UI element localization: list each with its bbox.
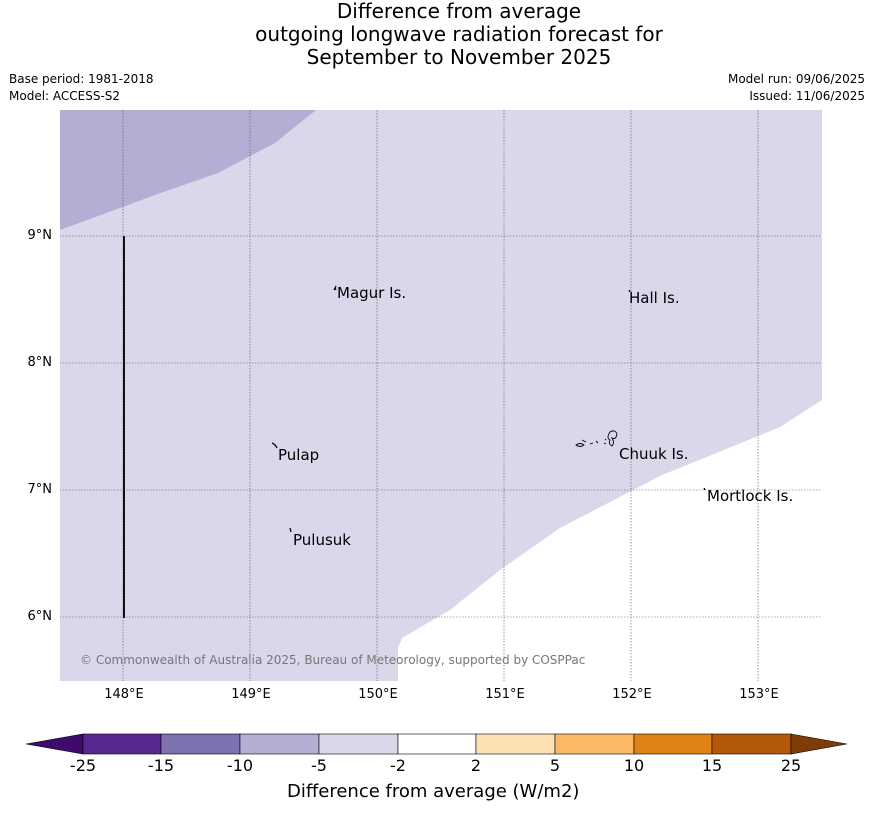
colorbar-arrow-high bbox=[790, 733, 848, 755]
base-period: Base period: 1981-2018 bbox=[9, 72, 154, 86]
lat-gridlines bbox=[60, 235, 822, 618]
place-label-mortlock: Mortlock Is. bbox=[707, 487, 794, 505]
title-line-2: outgoing longwave radiation forecast for bbox=[255, 22, 663, 46]
chart-title: Difference from average outgoing longwav… bbox=[0, 0, 873, 69]
band-minus10-minus5 bbox=[60, 110, 316, 230]
lat-tick-7: 7°N bbox=[27, 482, 53, 497]
colorbar-segment bbox=[82, 733, 162, 755]
place-label-chuuk: Chuuk Is. bbox=[619, 445, 689, 463]
colorbar-segment bbox=[239, 733, 320, 755]
cb-tick-1: -15 bbox=[147, 756, 175, 775]
cb-tick-8: 15 bbox=[701, 756, 723, 775]
colorbar-segment bbox=[633, 733, 713, 755]
hall-island-shape bbox=[628, 289, 631, 293]
pulusuk-island-shape bbox=[289, 527, 292, 533]
colorbar-segments bbox=[25, 733, 848, 755]
cb-tick-9: 25 bbox=[780, 756, 802, 775]
lon-tick-152: 152°E bbox=[612, 687, 652, 702]
cb-tick-7: 10 bbox=[623, 756, 645, 775]
place-label-pulap: Pulap bbox=[278, 446, 320, 464]
map-svg bbox=[60, 110, 822, 681]
colorbar-segment bbox=[554, 733, 635, 755]
place-label-hall: Hall Is. bbox=[629, 289, 680, 307]
colorbar-segment bbox=[318, 733, 399, 755]
cb-tick-0: -25 bbox=[69, 756, 97, 775]
cb-tick-5: 2 bbox=[470, 756, 482, 775]
colorbar-segment bbox=[397, 733, 477, 755]
lon-tick-150: 150°E bbox=[358, 687, 398, 702]
model-name: Model: ACCESS-S2 bbox=[9, 89, 121, 103]
cb-tick-4: -2 bbox=[390, 756, 406, 775]
meta-left: Base period: 1981-2018 Model: ACCESS-S2 bbox=[9, 71, 154, 105]
lon-tick-149: 149°E bbox=[231, 687, 271, 702]
title-line-1: Difference from average bbox=[336, 0, 582, 23]
issued-date: Issued: 11/06/2025 bbox=[749, 89, 865, 103]
cb-tick-2: -10 bbox=[226, 756, 254, 775]
mortlock-island-shape bbox=[703, 487, 706, 491]
lon-tick-151: 151°E bbox=[485, 687, 525, 702]
cb-tick-3: -5 bbox=[311, 756, 327, 775]
lat-tick-8: 8°N bbox=[27, 355, 53, 370]
copyright-notice: © Commonwealth of Australia 2025, Bureau… bbox=[80, 653, 586, 667]
lon-tick-148: 148°E bbox=[104, 687, 144, 702]
cb-tick-6: 5 bbox=[549, 756, 561, 775]
pulap-island-shape bbox=[271, 442, 278, 449]
map-area bbox=[60, 110, 822, 681]
colorbar-arrow-low bbox=[25, 733, 84, 755]
lon-tick-153: 153°E bbox=[739, 687, 779, 702]
place-label-pulusuk: Pulusuk bbox=[293, 531, 351, 549]
chuuk-island-shapes bbox=[575, 430, 618, 447]
colorbar-segment bbox=[160, 733, 241, 755]
colorbar-segment bbox=[711, 733, 792, 755]
colorbar-title: Difference from average (W/m2) bbox=[287, 781, 580, 802]
colorbar bbox=[25, 733, 848, 755]
model-run: Model run: 09/06/2025 bbox=[727, 72, 865, 86]
meta-right: Model run: 09/06/2025 Issued: 11/06/2025 bbox=[728, 71, 865, 105]
lat-tick-9: 9°N bbox=[27, 228, 53, 243]
place-label-magur: Magur Is. bbox=[337, 284, 407, 302]
title-line-3: September to November 2025 bbox=[306, 45, 612, 69]
magur-island-shape bbox=[333, 285, 337, 291]
colorbar-segment bbox=[475, 733, 556, 755]
band-minus2-2 bbox=[398, 400, 822, 681]
lat-tick-6: 6°N bbox=[27, 609, 53, 624]
